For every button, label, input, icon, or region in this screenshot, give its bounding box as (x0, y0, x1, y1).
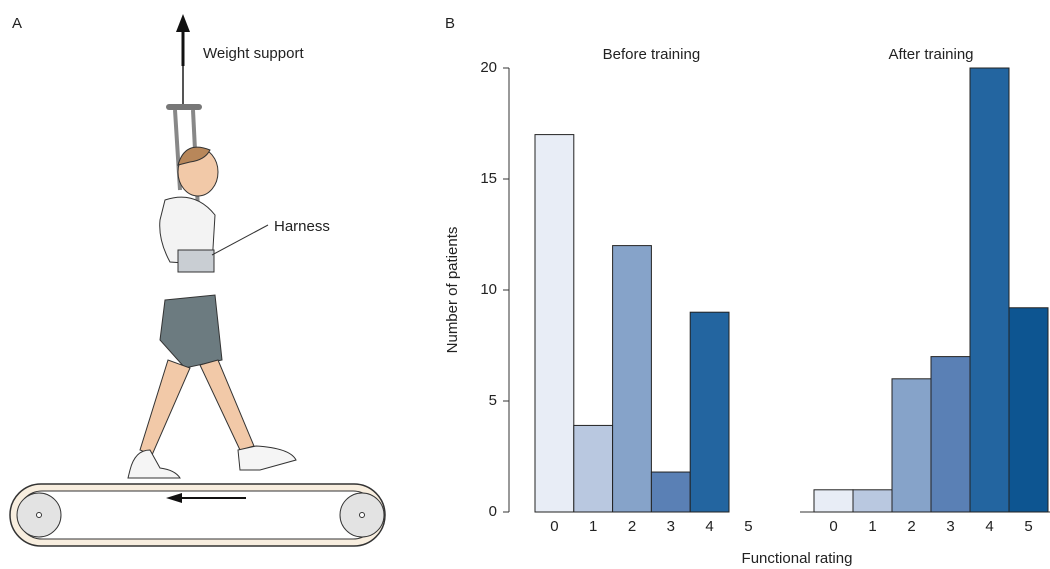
leg (139, 359, 191, 456)
x-tick-label: 1 (589, 518, 597, 535)
y-tick-label: 20 (480, 59, 497, 76)
x-tick-label: 0 (829, 518, 837, 535)
bar (891, 378, 932, 513)
x-tick-label: 5 (1024, 518, 1032, 535)
x-tick-label: 3 (667, 518, 675, 535)
y-tick-label: 15 (480, 170, 497, 187)
weight-support-label: Weight support (203, 45, 304, 62)
bar (612, 245, 652, 513)
belt-arrow-head (166, 493, 182, 503)
harness-belt (177, 249, 215, 273)
y-tick-label: 0 (489, 503, 497, 520)
y-axis-label: Number of patients (444, 227, 461, 354)
bar (852, 489, 893, 513)
bar (930, 356, 971, 513)
bar (969, 67, 1010, 513)
harness-label: Harness (274, 218, 330, 235)
arrow-head (176, 14, 190, 32)
harness-pointer (211, 224, 269, 256)
shorts (159, 294, 223, 369)
bar (534, 134, 575, 513)
leg (199, 359, 255, 451)
shoe (237, 445, 297, 471)
bar (573, 424, 614, 513)
y-tick-label: 10 (480, 281, 497, 298)
x-tick-label: 2 (628, 518, 636, 535)
chart-title: After training (888, 46, 973, 63)
hair (177, 146, 211, 166)
bar (1008, 307, 1049, 513)
bar (813, 489, 854, 513)
illustration: A Weight support Harness (9, 14, 386, 547)
x-tick-label: 1 (868, 518, 876, 535)
x-tick-label: 4 (985, 518, 993, 535)
axle (36, 512, 42, 518)
bar (650, 471, 691, 513)
y-tick-label: 5 (489, 392, 497, 409)
bar (166, 104, 202, 110)
x-tick-label: 2 (907, 518, 915, 535)
panel-label: A (12, 15, 22, 32)
panel-label: B (445, 15, 455, 32)
x-tick-label: 0 (550, 518, 558, 535)
chart-title: Before training (603, 46, 701, 63)
x-tick-label: 4 (705, 518, 713, 535)
shoe (127, 449, 181, 479)
bar (689, 311, 730, 513)
x-tick-label: 5 (744, 518, 752, 535)
x-tick-label: 3 (946, 518, 954, 535)
x-axis-label: Functional rating (742, 550, 853, 567)
axle (359, 512, 365, 518)
